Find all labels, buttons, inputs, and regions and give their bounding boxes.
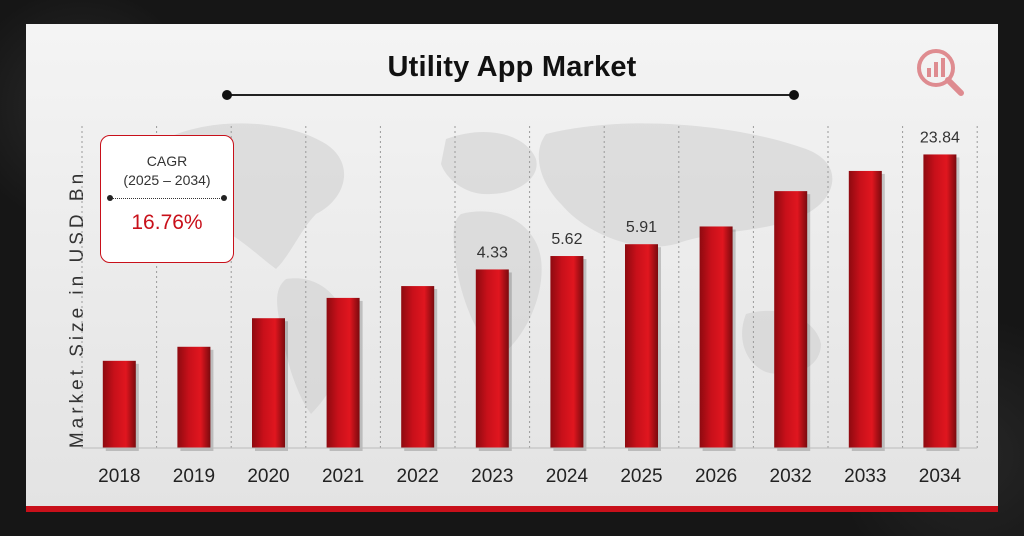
bar-2021 (326, 297, 360, 448)
chart-title: Utility App Market (387, 51, 637, 83)
x-tick-label: 2020 (247, 466, 289, 487)
cagr-label: CAGR (146, 153, 188, 169)
chart-card: Utility App Market Market Size in USD Bn… (26, 24, 998, 512)
x-tick-label: 2021 (322, 466, 364, 487)
bar-2033 (848, 170, 882, 449)
cagr-range: (2025 – 2034) (123, 172, 211, 188)
x-tick-label: 2018 (98, 466, 140, 487)
data-label-2023: 4.33 (477, 244, 508, 261)
cagr-separator (107, 195, 227, 201)
bar-2023 (475, 269, 509, 448)
x-tick-label: 2022 (397, 466, 439, 487)
bar-2022 (401, 286, 435, 448)
x-tick-label: 2032 (770, 466, 812, 487)
title-line-left-dot (222, 90, 232, 100)
title-line-right-dot (789, 90, 799, 100)
x-tick-label: 2025 (620, 466, 662, 487)
bar-2020 (252, 318, 285, 448)
x-tick-label: 2023 (471, 466, 513, 487)
bar-2018 (102, 360, 136, 448)
data-label-2034: 23.84 (920, 129, 960, 146)
bar-2026 (699, 226, 733, 448)
magnifier-chart-icon (914, 46, 966, 98)
x-tick-label: 2019 (173, 466, 215, 487)
x-tick-label: 2026 (695, 466, 737, 487)
data-label-2025: 5.91 (626, 219, 657, 236)
x-tick-label: 2033 (844, 466, 886, 487)
bar-2032 (774, 191, 808, 448)
cagr-value: 16.76% (131, 211, 203, 234)
data-label-2024: 5.62 (551, 231, 582, 248)
bar-2025 (625, 244, 658, 448)
x-tick-label: 2024 (546, 466, 589, 487)
bar-2034 (923, 154, 957, 448)
bar-2019 (177, 346, 211, 448)
cagr-callout: CAGR (2025 – 2034) 16.76% (100, 135, 234, 263)
bar-chart: 2018 2019 2020 2021 2022 2023 4.33 2024 5.62 2025… (81, 126, 978, 487)
bar-2024 (550, 256, 584, 448)
title-underline (227, 94, 795, 96)
x-tick-label: 2034 (919, 466, 962, 487)
